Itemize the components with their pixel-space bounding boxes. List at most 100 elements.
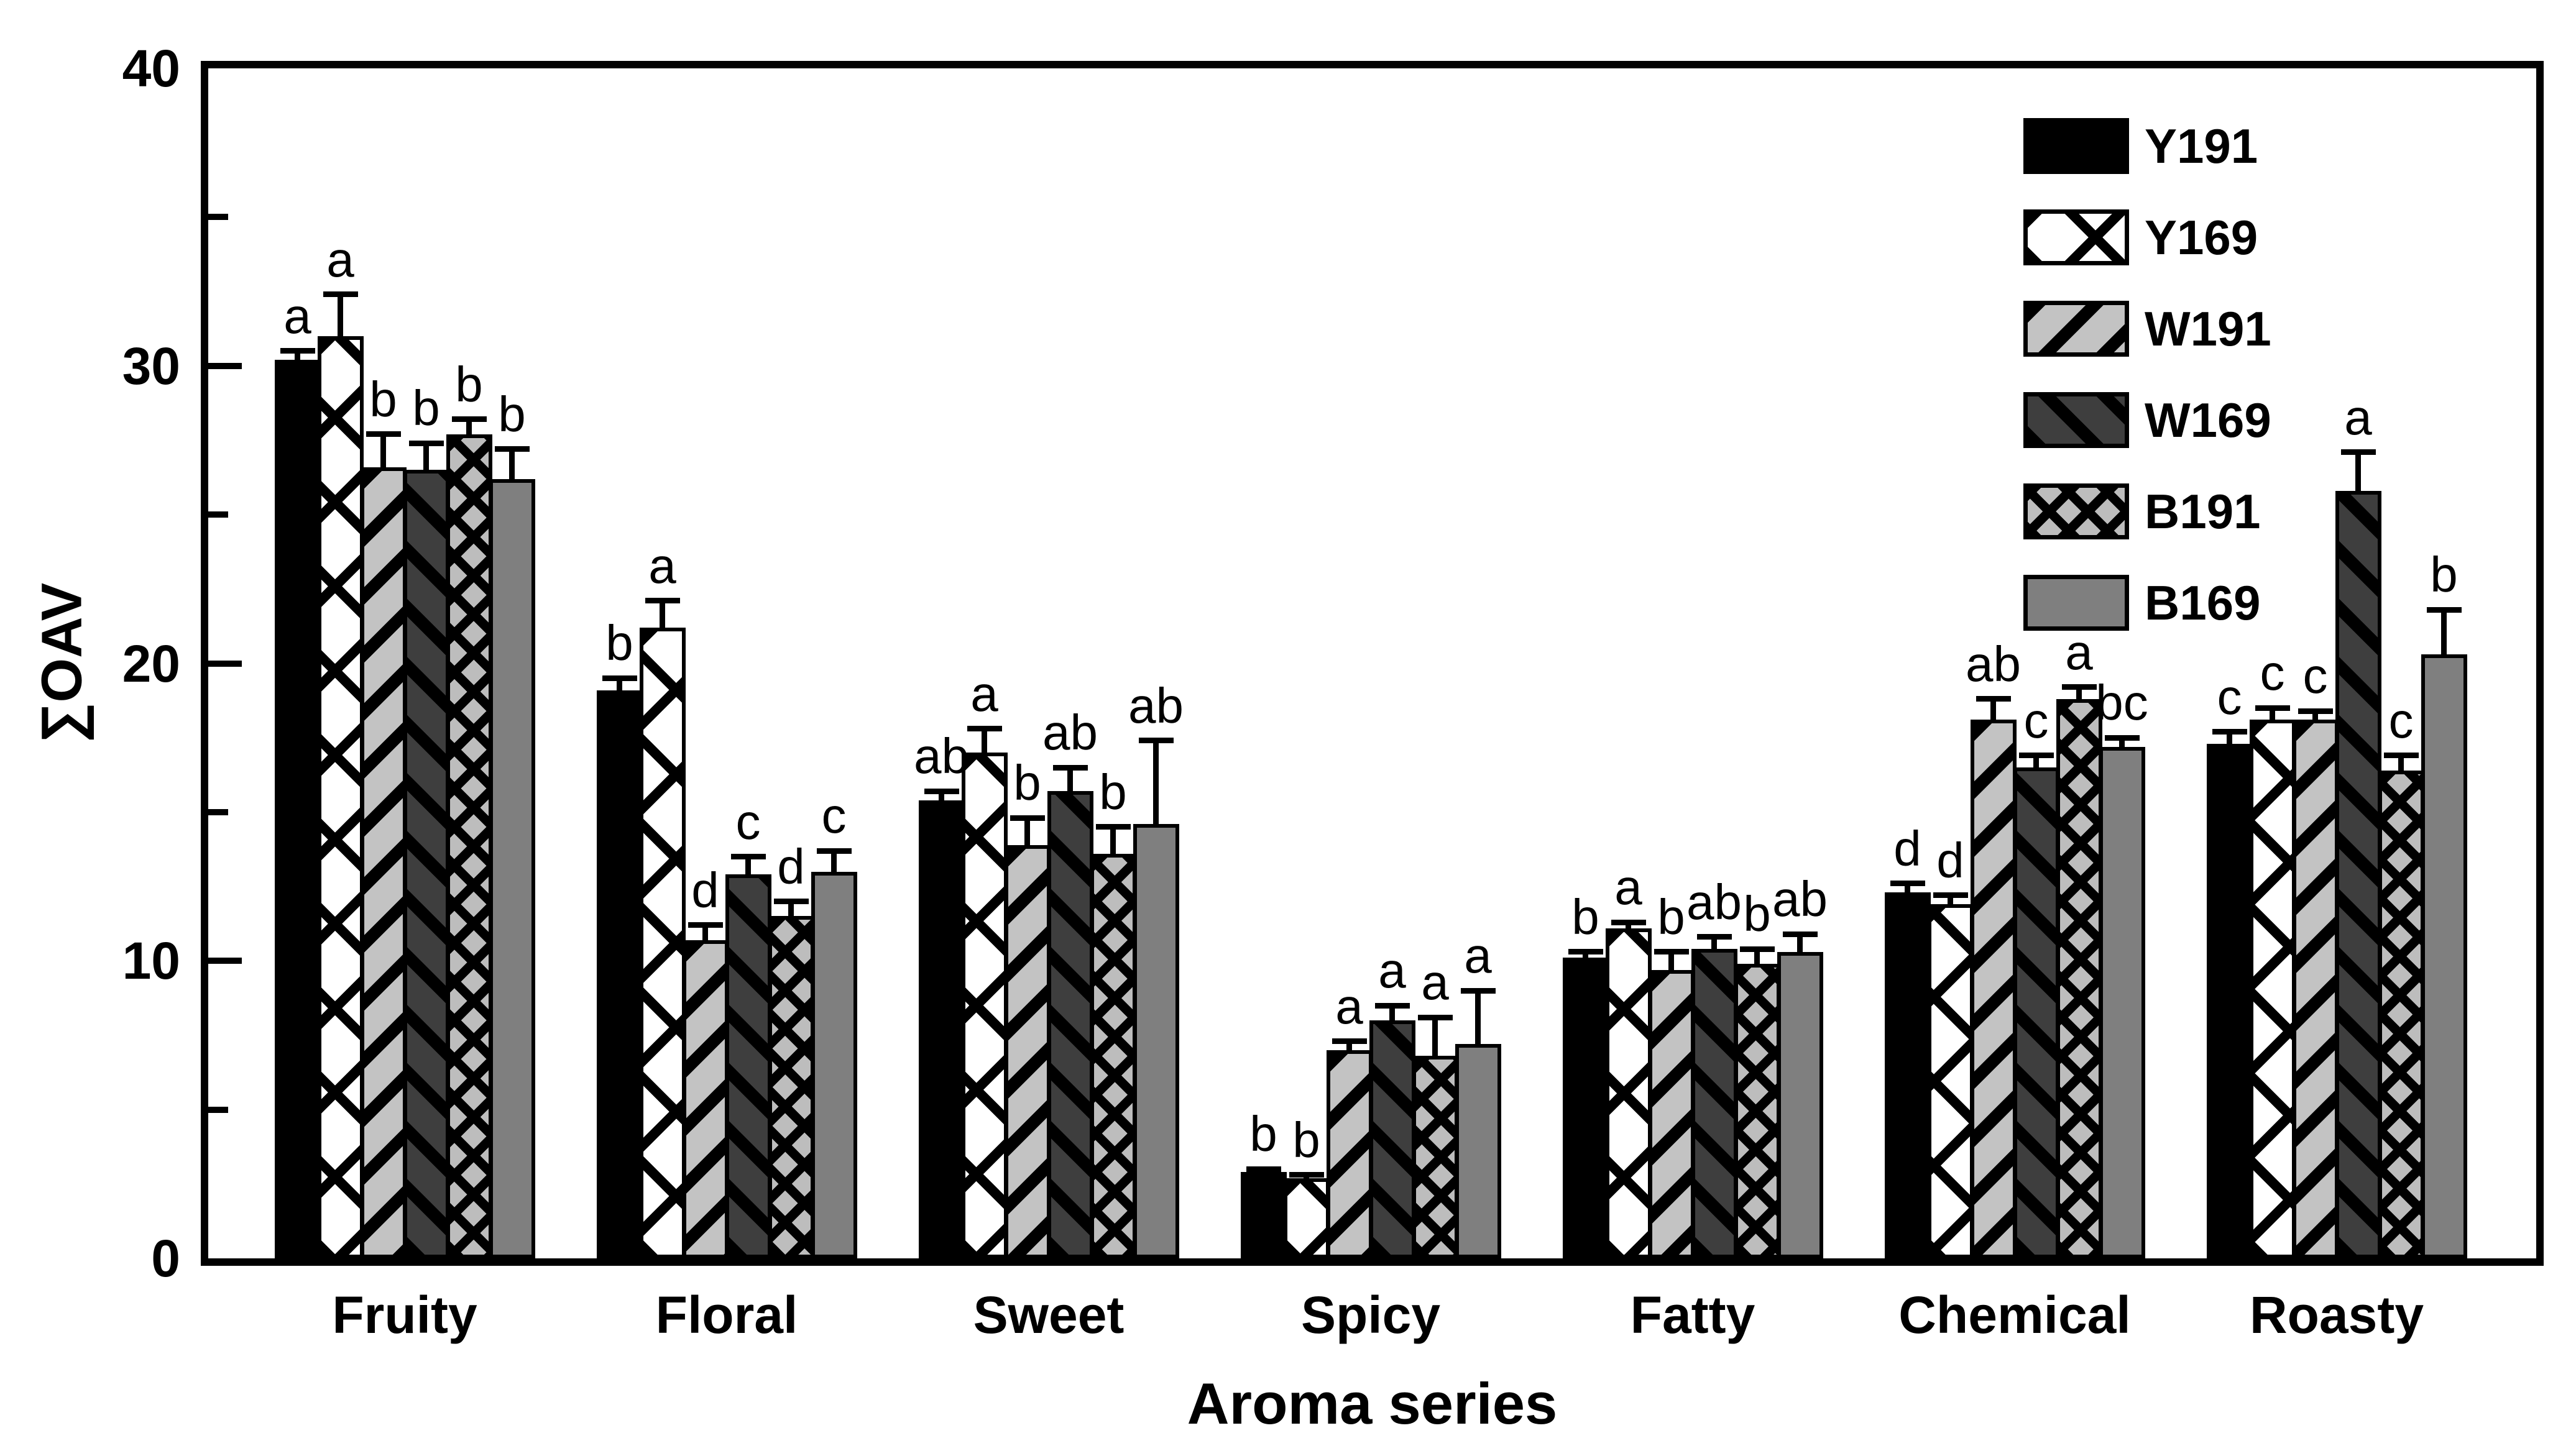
error-bar-cap-Y191-fatty [1568,949,1603,955]
error-bar-cap-W191-roasty [2298,708,2333,714]
error-bar-cap-Y169-floral [645,598,680,604]
significance-letter-B191-fruity: b [455,356,483,412]
legend-swatch-W191 [2023,301,2129,357]
error-bar-cap-W191-spicy [1332,1038,1367,1044]
error-bar-stem-Y191-sweet [939,791,944,800]
bar-Y169-chemical [1927,904,1974,1258]
plot-area: a a b b b b b a d c d c ab a b ab b ab b b a a a a b a b ab b ab d d ab c… [208,68,2536,1258]
error-bar-cap-B191-fruity [451,416,487,423]
bar-Y169-spicy [1283,1178,1330,1258]
legend-swatch-B169 [2023,575,2129,631]
error-bar-cap-Y191-roasty [2212,729,2247,735]
bar-Y191-sweet [918,800,965,1258]
error-bar-stem-W169-fatty [1711,936,1717,950]
error-bar-stem-B191-spicy [1432,1017,1438,1056]
error-bar-cap-Y169-chemical [1933,892,1968,899]
error-bar-cap-W191-fatty [1654,949,1689,955]
bar-W169-sweet [1047,791,1093,1258]
bar-W191-fruity [360,467,407,1258]
error-bar-stem-B191-sweet [1110,826,1116,854]
error-bar-cap-B169-spicy [1460,987,1496,994]
significance-letter-W169-floral: c [735,794,761,849]
y-tick-5 [208,1106,228,1113]
significance-letter-B191-roasty: c [2388,692,2414,748]
error-bar-cap-W191-sweet [1010,815,1045,821]
y-tick-30 [208,362,242,369]
significance-letter-Y169-chemical: d [1936,832,1964,888]
error-bar-stem-Y169-floral [660,600,665,628]
bar-Y169-fruity [317,336,364,1258]
bar-Y169-sweet [961,753,1008,1258]
significance-letter-B169-floral: c [821,788,847,844]
error-bar-cap-B169-sweet [1138,738,1174,744]
legend-label-Y191: Y191 [2145,119,2258,173]
error-bar-cap-W191-floral [688,922,723,928]
legend-swatch-W169 [2023,392,2129,448]
significance-letter-B191-spicy: a [1421,954,1449,1010]
legend-label-B169: B169 [2145,575,2261,630]
significance-letter-W191-floral: d [691,862,719,918]
significance-letter-Y191-sweet: ab [914,728,969,784]
significance-letter-B191-sweet: b [1099,764,1127,820]
significance-letter-W169-fruity: b [412,380,440,436]
bar-W169-fruity [403,470,449,1258]
error-bar-cap-W169-sweet [1052,764,1088,771]
bar-Y191-fatty [1562,958,1609,1258]
significance-letter-W169-chemical: c [2023,692,2049,748]
x-axis-title: Aroma series [1187,1371,1558,1436]
error-bar-cap-W169-fruity [408,440,444,446]
error-bar-stem-Y169-roasty [2270,708,2275,720]
significance-letter-W191-roasty: c [2302,648,2328,704]
bar-W169-spicy [1369,1020,1415,1258]
error-bar-stem-W191-chemical [1990,698,1996,720]
x-category-label-roasty: Roasty [2249,1286,2424,1344]
significance-letter-W191-sweet: b [1013,755,1041,811]
legend-label-Y169: Y169 [2145,210,2258,265]
significance-letter-W169-sweet: ab [1042,705,1098,761]
bar-W169-roasty [2335,490,2381,1258]
bar-B191-sweet [1090,853,1136,1258]
bar-Y169-fatty [1605,928,1652,1258]
significance-letter-W169-fatty: ab [1686,874,1742,930]
bar-Y191-fruity [274,360,321,1258]
bar-B191-spicy [1412,1056,1458,1258]
error-bar-stem-B169-spicy [1475,991,1481,1045]
error-bar-stem-Y191-fruity [295,350,300,360]
error-bar-cap-W169-roasty [2340,449,2376,455]
bar-B169-sweet [1133,824,1179,1258]
error-bar-cap-Y169-spicy [1289,1172,1324,1178]
legend-swatch-Y169 [2023,209,2129,265]
error-bar-cap-W191-fruity [366,431,401,437]
significance-letter-W169-roasty: a [2344,389,2372,445]
error-bar-cap-Y169-sweet [967,726,1002,732]
significance-letter-Y169-spicy: b [1292,1112,1320,1168]
error-bar-cap-B169-floral [816,848,852,854]
bar-B191-fatty [1734,964,1780,1258]
error-bar-cap-W169-spicy [1374,1002,1410,1009]
x-category-label-fruity: Fruity [332,1286,477,1344]
bar-B169-roasty [2421,654,2467,1258]
error-bar-cap-Y191-floral [602,675,637,681]
legend-label-W169: W169 [2145,393,2271,447]
error-bar-stem-W191-spicy [1346,1041,1352,1050]
significance-letter-B169-chemical: bc [2095,675,2148,731]
significance-letter-Y191-chemical: d [1893,820,1921,876]
error-bar-stem-W191-floral [702,925,708,940]
error-bar-cap-W169-fatty [1696,934,1732,940]
error-bar-stem-Y169-fatty [1626,922,1631,928]
error-bar-stem-B169-roasty [2441,610,2447,655]
significance-letter-B169-sweet: ab [1128,677,1184,733]
error-bar-cap-B191-chemical [2061,684,2097,690]
legend-swatch-B191 [2023,483,2129,539]
bar-B169-floral [811,871,857,1258]
error-bar-stem-Y191-roasty [2227,731,2232,744]
y-tick-20 [208,660,242,667]
error-bar-stem-W169-chemical [2033,755,2039,768]
error-bar-stem-Y191-chemical [1905,883,1910,893]
error-bar-stem-B169-sweet [1153,740,1159,825]
error-bar-stem-W191-sweet [1024,818,1030,845]
bar-W191-roasty [2292,720,2339,1258]
error-bar-cap-B169-fruity [494,446,530,452]
error-bar-stem-B169-chemical [2119,738,2125,747]
error-bar-stem-W169-roasty [2355,452,2361,491]
